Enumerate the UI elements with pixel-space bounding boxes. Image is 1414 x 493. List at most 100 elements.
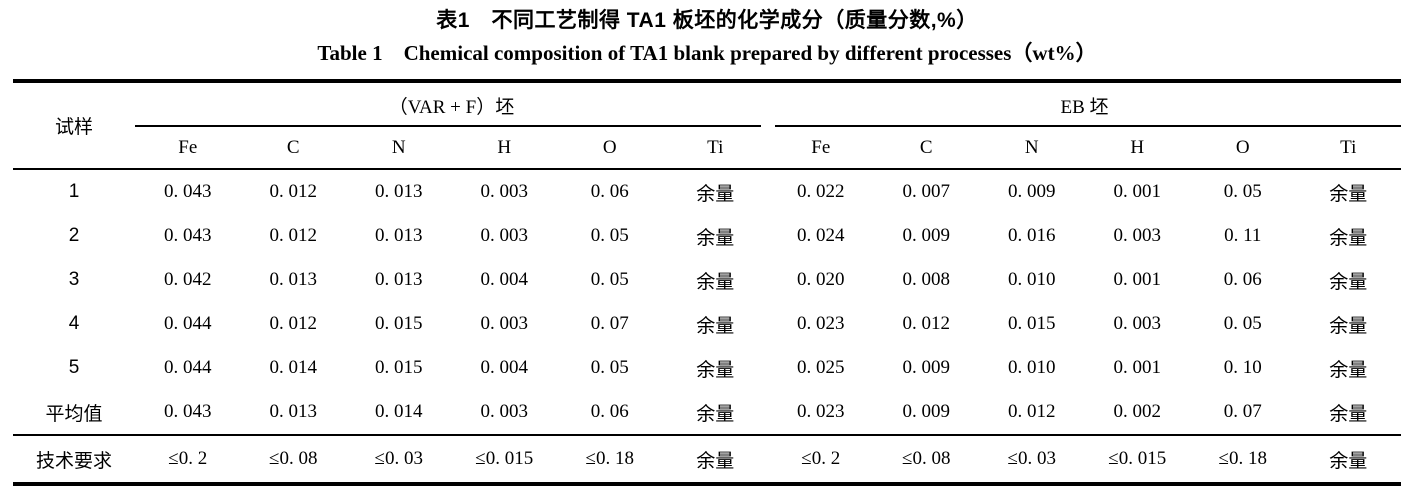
table-cell: 0. 012 (269, 181, 318, 202)
table-cell: 0. 05 (590, 269, 629, 290)
table-row: 平均值 0. 043 0. 013 0. 014 0. 003 0. 06 余量 0. 023… (13, 390, 1401, 435)
table-cell: 0. 008 (902, 269, 951, 290)
table-cell: 0. 013 (269, 269, 318, 290)
col-header-h-varf: H (451, 127, 557, 170)
table-cell: ≤0. 18 (1190, 434, 1296, 484)
table-cell: ≤0. 015 (451, 434, 557, 484)
table-cell: 0. 05 (590, 357, 629, 378)
table-cell: 余量 (662, 434, 768, 484)
table-cell: 0. 024 (797, 225, 845, 246)
col-header-n-varf: N (346, 127, 452, 170)
col-header-ti-eb: Ti (1295, 127, 1401, 170)
table-cell: 0. 003 (480, 401, 529, 422)
table-cell: 0. 023 (797, 401, 845, 422)
table-cell: 0. 013 (375, 269, 423, 290)
table-cell: 0. 022 (797, 181, 845, 202)
row-label: 技术要求 (13, 434, 135, 484)
table-cell: 0. 10 (1223, 357, 1262, 378)
table-cell: 0. 009 (902, 357, 951, 378)
table-cell: 0. 015 (1008, 313, 1056, 334)
group-header-row: 试样 （VAR + F）坯 EB 坯 (13, 81, 1401, 170)
table-cell: 0. 05 (1223, 181, 1262, 202)
table-row: 4 0. 044 0. 012 0. 015 0. 003 0. 07 余量 0. 023 0.… (13, 302, 1401, 346)
col-header-n-eb: N (979, 127, 1085, 170)
table-title-zh: 表1 不同工艺制得 TA1 板坯的化学成分（质量分数,%） (436, 9, 978, 32)
table-cell: ≤0. 03 (346, 434, 452, 484)
table-cell: 余量 (696, 403, 735, 425)
col-header-fe-eb: Fe (768, 127, 874, 170)
row-label: 2 (68, 225, 80, 246)
col-header-c-varf: C (240, 127, 346, 170)
table-cell: 0. 06 (1223, 269, 1262, 290)
table-cell: 0. 007 (902, 181, 951, 202)
table-cell: 0. 003 (480, 313, 529, 334)
table-cell: 0. 010 (1008, 269, 1056, 290)
table-row: 5 0. 044 0. 014 0. 015 0. 004 0. 05 余量 0. 025 0.… (13, 346, 1401, 390)
table-cell: 0. 001 (1113, 269, 1162, 290)
table-cell: 0. 003 (480, 181, 529, 202)
table-cell: 0. 002 (1113, 401, 1162, 422)
table-cell: 余量 (1329, 183, 1368, 205)
table-cell: ≤0. 015 (1084, 434, 1190, 484)
table-cell: 0. 001 (1113, 357, 1162, 378)
table-cell: 0. 05 (590, 225, 629, 246)
table-cell: 0. 015 (375, 313, 423, 334)
table-row: 技术要求 ≤0. 2 ≤0. 08 ≤0. 03 ≤0. 015 ≤0. 18 余量 ≤0. … (13, 434, 1401, 484)
table-title-en: Table 1 Chemical composition of TA1 blan… (317, 41, 1097, 65)
table-cell: 0. 003 (1113, 225, 1162, 246)
table-cell: 0. 003 (480, 225, 529, 246)
table-cell: ≤0. 2 (135, 434, 241, 484)
table-cell: 0. 012 (269, 225, 318, 246)
table-cell: ≤0. 03 (979, 434, 1085, 484)
col-header-o-varf: O (557, 127, 663, 170)
table-cell: 0. 043 (164, 181, 212, 202)
col-header-o-eb: O (1190, 127, 1296, 170)
table-cell: 0. 05 (1223, 313, 1262, 334)
table-cell: 0. 014 (375, 401, 423, 422)
table-row: 2 0. 043 0. 012 0. 013 0. 003 0. 05 余量 0. 024 0.… (13, 214, 1401, 258)
col-header-h-eb: H (1084, 127, 1190, 170)
table-cell: 0. 012 (902, 313, 951, 334)
table-cell: 0. 009 (902, 225, 951, 246)
table-cell: 0. 010 (1008, 357, 1056, 378)
table-cell: 0. 001 (1113, 181, 1162, 202)
col-group-eb: EB 坯 (768, 81, 1401, 127)
table-cell: 0. 009 (1008, 181, 1056, 202)
table-cell: ≤0. 18 (557, 434, 663, 484)
table-cell: 0. 004 (480, 357, 529, 378)
table-cell: 0. 016 (1008, 225, 1056, 246)
table-cell: 余量 (1329, 227, 1368, 249)
table-cell: 0. 013 (375, 225, 423, 246)
table-cell: 余量 (1329, 271, 1368, 293)
table-cell: 0. 044 (164, 357, 212, 378)
table-cell: 余量 (696, 359, 735, 381)
col-header-ti-varf: Ti (662, 127, 768, 170)
table-cell: 0. 013 (269, 401, 318, 422)
table-row: 1 0. 043 0. 012 0. 013 0. 003 0. 06 余量 0. 022 0.… (13, 169, 1401, 214)
table-cell: 0. 07 (590, 313, 629, 334)
table-cell: 0. 043 (164, 401, 212, 422)
table-cell: 0. 11 (1224, 225, 1262, 246)
table-cell: 0. 023 (797, 313, 845, 334)
table-cell: 0. 009 (902, 401, 951, 422)
table-cell: 0. 003 (1113, 313, 1162, 334)
table-cell: 余量 (696, 227, 735, 249)
col-header-sample: 试样 (13, 81, 135, 170)
element-header-row: Fe C N H O Ti Fe C N H O Ti (13, 127, 1401, 170)
table-cell: ≤0. 08 (873, 434, 979, 484)
row-label: 5 (68, 357, 80, 378)
table-cell: 0. 06 (590, 401, 629, 422)
col-header-c-eb: C (873, 127, 979, 170)
table-cell: ≤0. 2 (768, 434, 874, 484)
table-body: 1 0. 043 0. 012 0. 013 0. 003 0. 06 余量 0. 022 0.… (13, 169, 1401, 484)
table-cell: 0. 014 (269, 357, 318, 378)
composition-table: 试样 （VAR + F）坯 EB 坯 Fe C N H O Ti Fe C N H O Ti 1 0. … (13, 79, 1401, 486)
col-header-fe-varf: Fe (135, 127, 241, 170)
table-cell: 0. 012 (1008, 401, 1056, 422)
table-header: 试样 （VAR + F）坯 EB 坯 Fe C N H O Ti Fe C N H O Ti (13, 81, 1401, 170)
table-cell: 0. 020 (797, 269, 845, 290)
table-cell: 0. 044 (164, 313, 212, 334)
table-cell: 0. 06 (590, 181, 629, 202)
table-cell: 0. 042 (164, 269, 212, 290)
